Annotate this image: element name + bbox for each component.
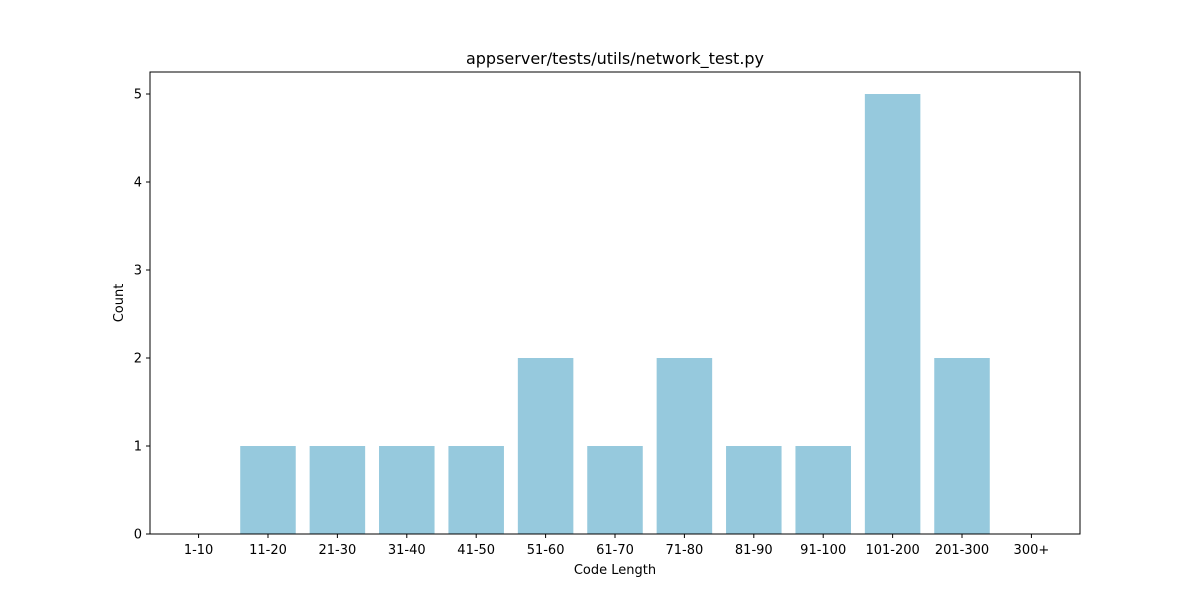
bar-61-70 bbox=[587, 446, 643, 534]
bar-51-60 bbox=[517, 358, 574, 534]
chart-title: appserver/tests/utils/network_test.py bbox=[466, 49, 764, 69]
y-tick-label: 3 bbox=[134, 264, 142, 279]
x-tick-label: 71-80 bbox=[666, 543, 704, 558]
x-tick-label: 91-100 bbox=[800, 543, 846, 558]
bars-group bbox=[240, 94, 990, 534]
y-tick-label: 1 bbox=[134, 440, 142, 455]
x-axis: 1-10 11-20 21-30 31-40 41-50 51-60 61-70 71-80 8… bbox=[184, 534, 1049, 558]
x-tick-label: 1-10 bbox=[184, 543, 214, 558]
bar-91-100 bbox=[795, 446, 851, 534]
bar-81-90 bbox=[726, 446, 782, 534]
x-tick-label: 101-200 bbox=[865, 543, 919, 558]
x-tick-label: 41-50 bbox=[457, 543, 495, 558]
x-tick-label: 51-60 bbox=[527, 543, 565, 558]
y-tick-label: 5 bbox=[134, 88, 142, 103]
y-axis: 0 1 2 3 4 5 bbox=[134, 88, 150, 543]
x-tick-label: 81-90 bbox=[735, 543, 773, 558]
bar-201-300 bbox=[934, 358, 990, 534]
x-axis-label: Code Length bbox=[574, 563, 656, 578]
bar-21-30 bbox=[309, 446, 366, 534]
bar-31-40 bbox=[379, 446, 435, 534]
x-tick-label: 31-40 bbox=[388, 543, 426, 558]
x-tick-label: 201-300 bbox=[935, 543, 989, 558]
y-tick-label: 2 bbox=[134, 352, 142, 367]
bar-71-80 bbox=[656, 358, 713, 534]
y-tick-label: 0 bbox=[134, 528, 142, 543]
x-tick-label: 21-30 bbox=[318, 543, 356, 558]
y-tick-label: 4 bbox=[134, 176, 142, 191]
x-tick-label: 61-70 bbox=[596, 543, 634, 558]
bar-11-20 bbox=[240, 446, 296, 534]
bar-41-50 bbox=[448, 446, 504, 534]
x-tick-label: 11-20 bbox=[249, 543, 287, 558]
y-axis-label: Count bbox=[112, 284, 127, 323]
x-tick-label: 300+ bbox=[1014, 543, 1050, 558]
bar-101-200 bbox=[864, 94, 921, 534]
